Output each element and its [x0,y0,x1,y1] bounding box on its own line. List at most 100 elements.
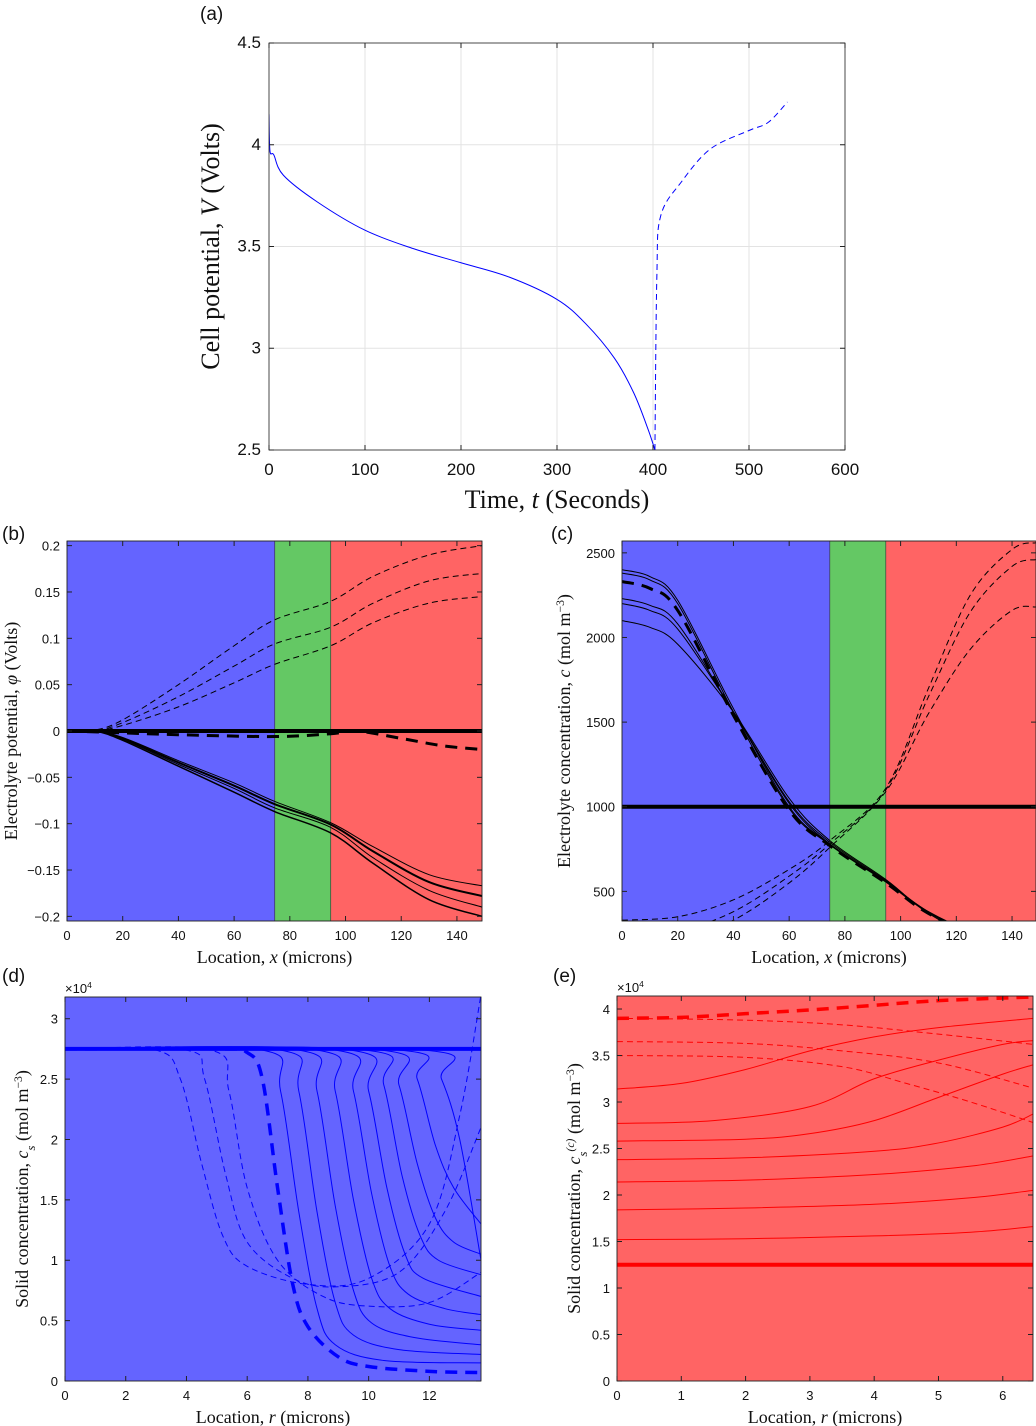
series-line-6 [622,620,943,921]
y-tick-label: 0.1 [42,631,60,646]
y-tick-label: 0.15 [35,585,60,600]
x-axis-label: Location, r (microns) [748,1407,902,1426]
x-tick-label: 80 [838,928,852,943]
y-tick-label: −0.1 [34,817,60,832]
series-group [67,545,482,918]
x-tick-label: 60 [782,928,796,943]
x-tick-label: 100 [335,928,357,943]
y-tick-label: 500 [593,884,615,899]
y-axis-label: Electrolyte concentration, c (mol m−3) [554,594,576,868]
y-axis-label: Solid concentration, cs(c) (mol m−3) [564,1063,591,1314]
series-line-11 [617,1055,1033,1123]
series-line-13 [65,1047,481,1288]
panel-a: 0 100 200 300 400 500 600 2.5 3 3.5 4 4.5 Time, t (S… [196,4,859,514]
x-axis-label: Location, r (microns) [196,1407,350,1426]
y-tick-label: 0 [603,1374,610,1389]
y-tick-label: 0.5 [40,1314,58,1329]
x-tick-label: 200 [447,460,475,479]
series-line-9 [65,1046,481,1255]
x-tick-label: 60 [227,928,241,943]
axis-exponent: ×104 [617,979,644,995]
series-line-1 [654,101,788,450]
panel-b: 0 20 40 60 80 100 120 140 −0.2 −0.15 −0.1 −0.05 0 0.0… [1,524,483,968]
x-tick-label: 0 [63,928,70,943]
series-group [269,101,788,450]
series-line-5 [617,1113,1033,1161]
x-tick-label: 2 [122,1388,129,1403]
y-tick-label: 0 [53,724,60,739]
axes-box [616,995,1034,1382]
series-line-6 [67,572,482,733]
x-tick-label: 40 [726,928,740,943]
region-1 [829,540,887,922]
series-line-0 [269,114,656,450]
x-tick-label: 6 [244,1388,251,1403]
series-line-9 [730,605,1036,921]
y-tick-label: 3 [603,1095,610,1110]
series-line-2 [65,1046,481,1364]
y-tick-label: 0.05 [35,678,60,693]
axes-box [621,540,1036,922]
series-line-14 [65,1046,481,1308]
panel-c: 0 20 40 60 80 100 120 140 500 1000 1500 2000 2500 Loc… [551,524,1036,968]
y-tick-label: 1500 [586,715,615,730]
series-line-4 [622,598,947,921]
y-tick-label: 3 [252,338,261,357]
y-tick-label: 2.5 [237,440,261,459]
x-tick-label: 80 [283,928,297,943]
panel-label: (c) [551,524,573,545]
series-line-5 [67,545,482,732]
series-line-8 [617,1017,1033,1090]
x-tick-label: 100 [351,460,379,479]
x-tick-label: 2 [742,1388,749,1403]
x-tick-label: 300 [543,460,571,479]
series-line-6 [617,1064,1033,1142]
series-line-10 [617,1041,1033,1089]
series-line-5 [622,603,945,921]
series-line-8 [710,559,1036,921]
series-line-7 [65,1046,481,1297]
panel-label: (b) [2,524,25,545]
series-line-7 [617,1040,1033,1124]
series-line-1 [65,1046,481,1375]
y-tick-label: 2000 [586,630,615,645]
y-tick-label: 3.5 [237,237,261,256]
y-tick-label: 2500 [586,546,615,561]
series-line-8 [67,729,482,752]
series-line-3 [65,1046,481,1355]
y-tick-label: 1 [603,1281,610,1296]
y-tick-label: −0.15 [27,863,60,878]
series-group [65,997,481,1375]
x-axis-label: Location, x (microns) [751,947,906,968]
region-0 [616,995,1034,1382]
y-tick-label: 2 [603,1188,610,1203]
x-tick-label: 0 [618,928,625,943]
region-0 [621,540,831,922]
y-tick-label: 4 [603,1002,610,1017]
y-tick-label: 1.5 [40,1193,58,1208]
x-tick-label: 500 [735,460,763,479]
region-2 [885,540,1036,922]
x-tick-label: 6 [999,1388,1006,1403]
x-tick-label: 20 [670,928,684,943]
y-tick-label: 3.5 [592,1049,610,1064]
region-0 [64,996,482,1382]
series-line-2 [617,1226,1033,1241]
series-line-7 [622,542,1036,921]
axis-exponent: ×104 [65,980,92,996]
x-tick-label: 10 [361,1388,375,1403]
x-tick-label: 0 [264,460,273,479]
axes-box [64,996,482,1382]
y-tick-label: 2.5 [40,1072,58,1087]
y-tick-label: 3 [51,1012,58,1027]
x-tick-label: 12 [422,1388,436,1403]
series-line-7 [67,596,482,732]
x-tick-label: 100 [890,928,912,943]
y-tick-label: 1 [51,1253,58,1268]
x-tick-label: 40 [171,928,185,943]
series-line-11 [65,1047,481,1261]
x-tick-label: 3 [806,1388,813,1403]
y-tick-label: 0.5 [592,1328,610,1343]
x-tick-label: 4 [183,1388,190,1403]
